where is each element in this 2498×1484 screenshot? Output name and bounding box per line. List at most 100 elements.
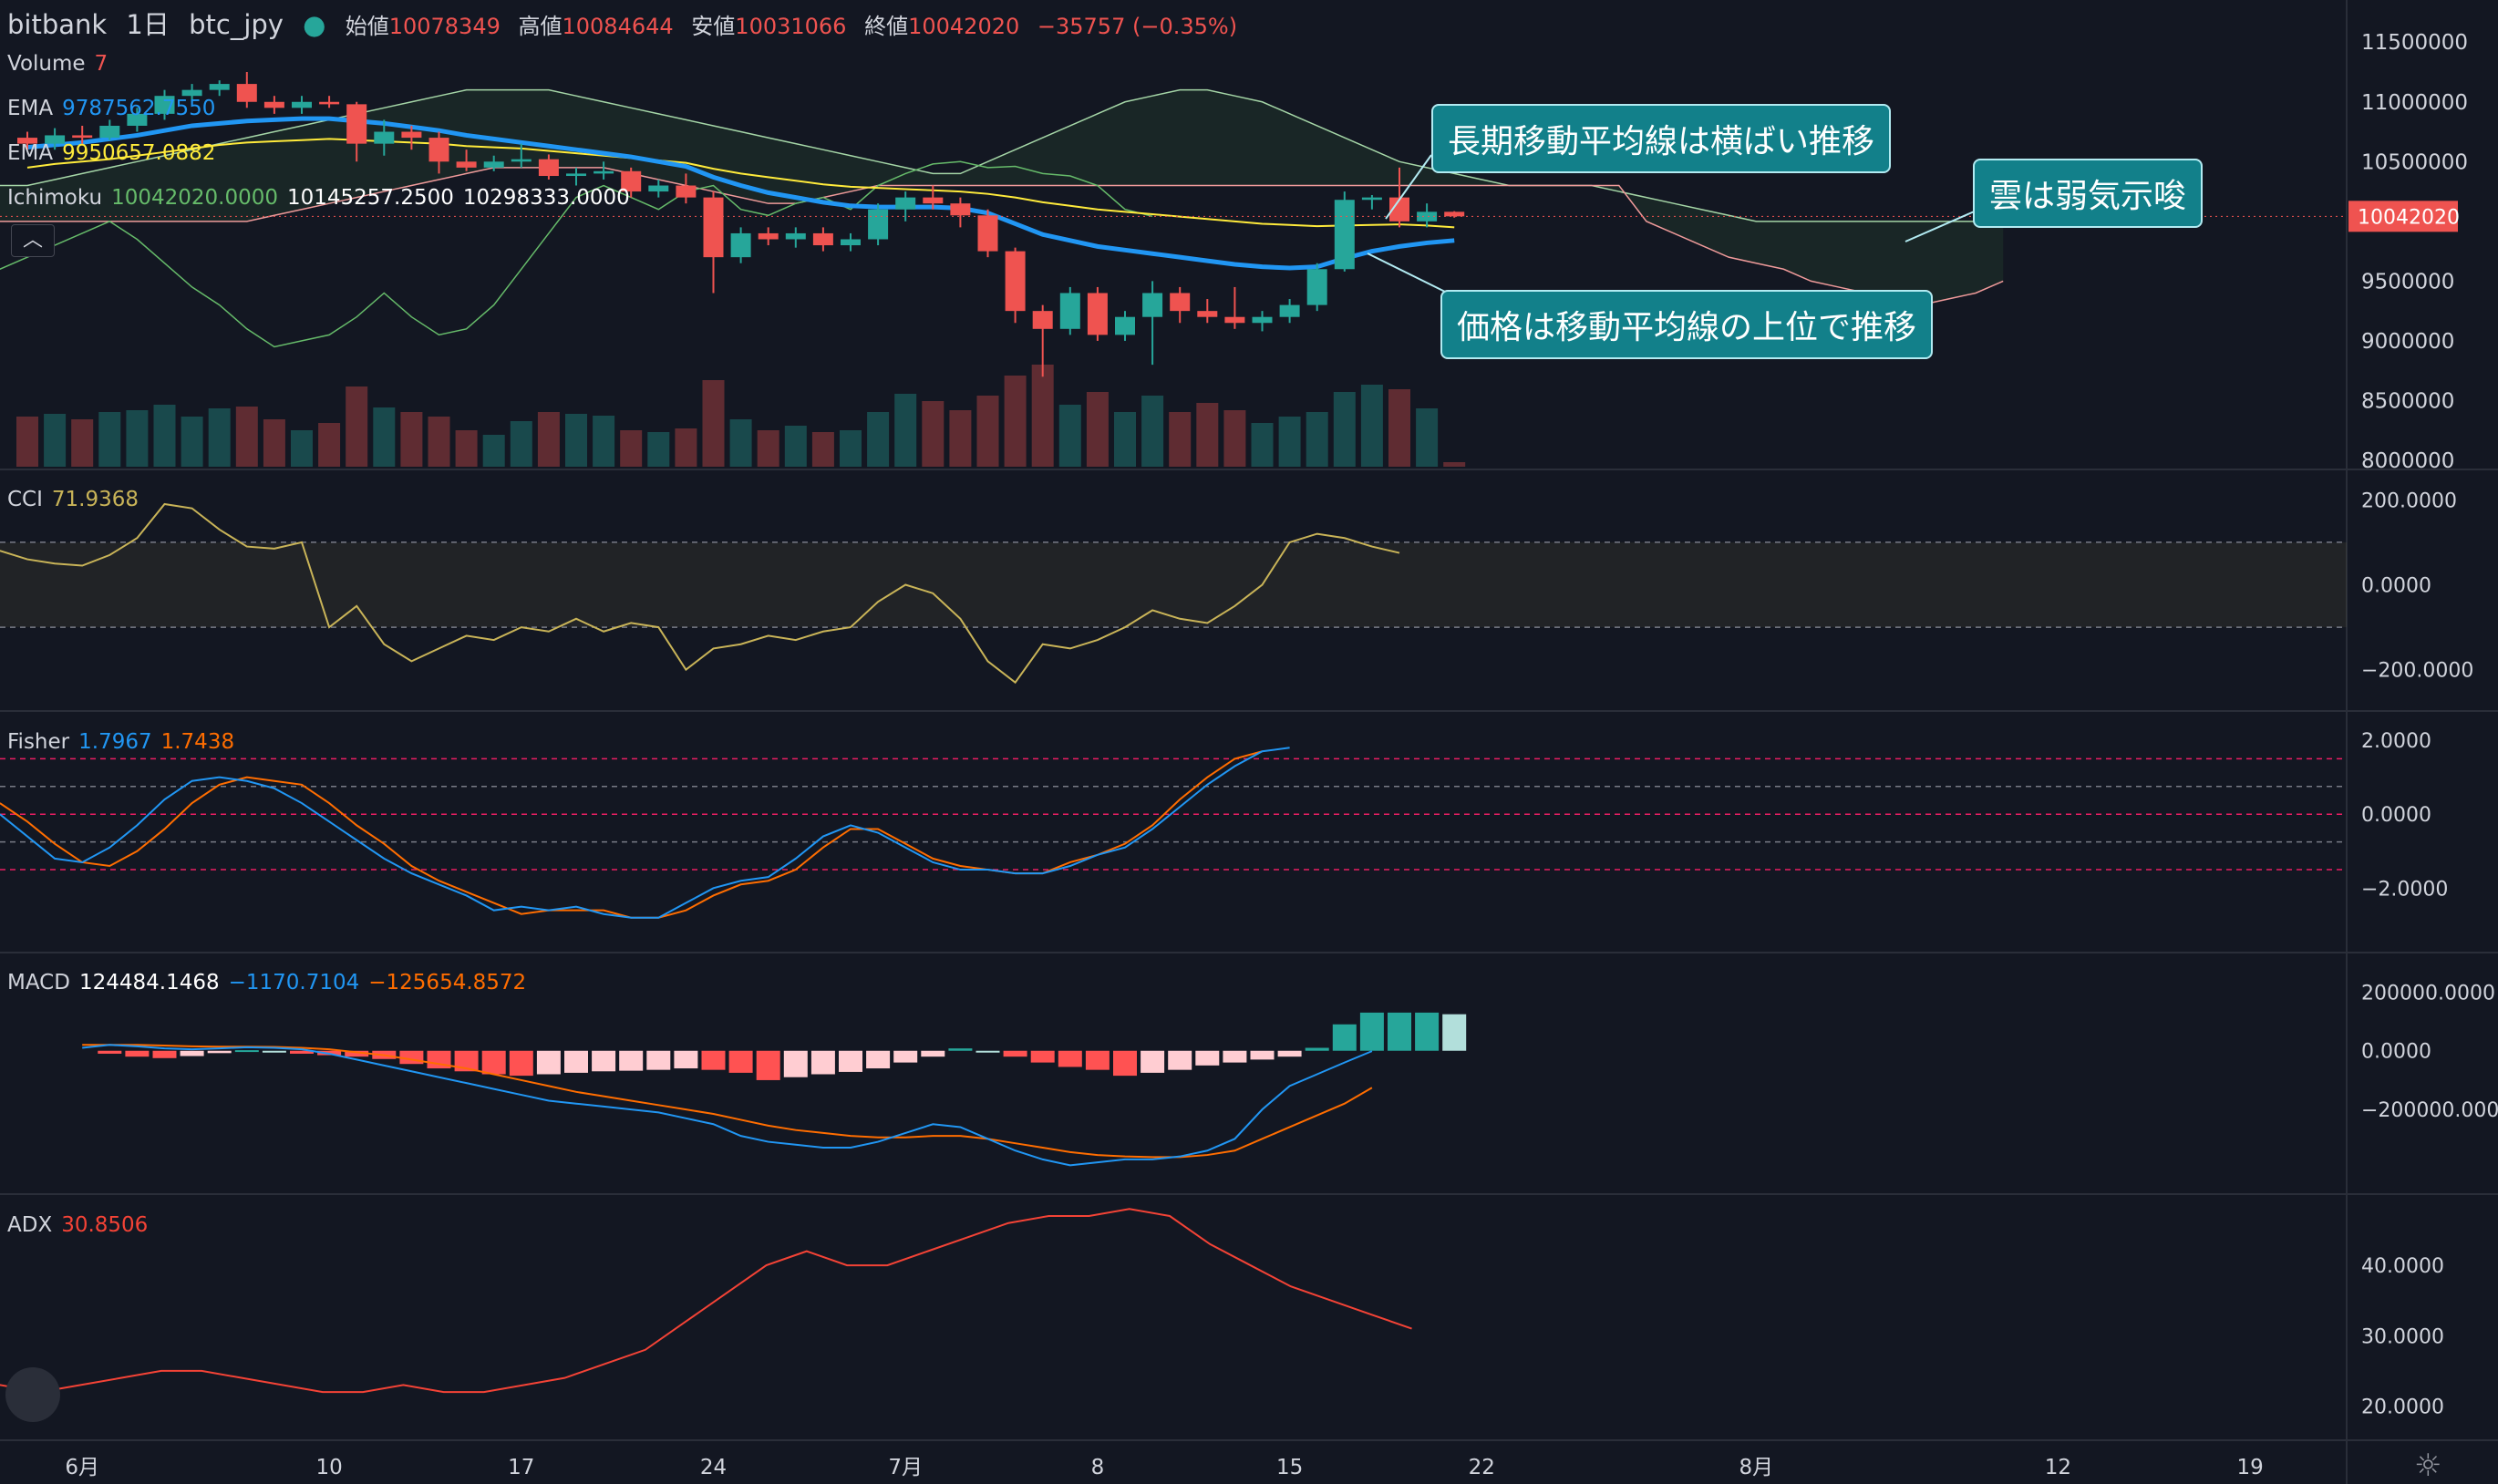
- candle-body: [785, 232, 806, 240]
- macd-histogram-bar: [1442, 1014, 1467, 1051]
- macd-tick-label: 200000.0000: [2361, 982, 2495, 1005]
- ichimoku-lagging-line: [0, 160, 1153, 348]
- volume-bar: [675, 428, 697, 467]
- candle-body: [648, 185, 669, 192]
- macd-tick-label: 0.0000: [2361, 1041, 2431, 1064]
- ohlc-values: 始値10078349 高値10084644 安値10031066 終値10042…: [346, 14, 1248, 39]
- volume-bar: [455, 430, 478, 467]
- fisher-tick-label: −2.0000: [2361, 878, 2448, 901]
- volume-bar: [894, 394, 917, 467]
- macd-histogram-bar: [1195, 1050, 1220, 1066]
- close-label: 終値: [864, 14, 909, 39]
- macd-histogram-bar: [536, 1050, 561, 1075]
- macd-histogram-bar: [427, 1050, 451, 1069]
- candle-body: [292, 101, 312, 108]
- candle-body: [456, 161, 477, 168]
- ema-fast-legend[interactable]: EMA 9787562.7550: [7, 96, 224, 121]
- ema-fast-legend-name: EMA: [7, 97, 54, 120]
- time-axis-label: 10: [315, 1456, 342, 1479]
- candle-body: [1032, 311, 1053, 329]
- price-tick-label: 8000000: [2361, 449, 2454, 473]
- candle-body: [566, 173, 586, 177]
- volume-legend[interactable]: Volume 7: [7, 51, 117, 77]
- interval-label[interactable]: 1日: [126, 9, 170, 40]
- cci-line: [0, 502, 1400, 685]
- ichimoku-legend[interactable]: Ichimoku 10042020.0000 10145257.2500 102983…: [7, 185, 639, 211]
- adx-tick-label: 20.0000: [2361, 1396, 2444, 1419]
- collapse-legend-button[interactable]: ︿: [11, 224, 55, 257]
- volume-bar: [16, 417, 38, 467]
- macd-histogram-bar: [1168, 1050, 1192, 1070]
- brand-logo-icon[interactable]: [5, 1367, 60, 1422]
- settings-gear-icon[interactable]: ☼: [2414, 1448, 2442, 1484]
- fisher-legend[interactable]: Fisher 1.7967 1.7438: [7, 729, 243, 755]
- macd-histogram-bar: [1332, 1024, 1357, 1051]
- time-axis-label: 6月: [65, 1456, 99, 1479]
- adx-legend[interactable]: ADX 30.8506: [7, 1212, 157, 1238]
- fisher-tick-label: 0.0000: [2361, 804, 2431, 827]
- candle-body: [154, 96, 175, 114]
- ichimoku-cloud-fill: [0, 89, 2004, 305]
- ema-slow-line: [26, 138, 1455, 229]
- fisher-trigger-line: [0, 750, 1263, 919]
- volume-bar: [235, 407, 258, 467]
- candle-body: [1142, 293, 1163, 317]
- price-tick-label: 10500000: [2361, 150, 2468, 174]
- candle-body: [730, 232, 751, 258]
- macd-legend[interactable]: MACD 124484.1468 −1170.7104 −125654.8572: [7, 970, 535, 995]
- candle-body: [236, 84, 257, 102]
- macd-histogram-bar: [454, 1050, 479, 1072]
- adx-tick-label: 40.0000: [2361, 1255, 2444, 1278]
- cci-legend[interactable]: CCI 71.9368: [7, 487, 148, 512]
- macd-histogram-bar: [1250, 1050, 1275, 1060]
- candle-body: [703, 197, 724, 258]
- candle-body: [538, 159, 559, 177]
- macd-histogram-bar: [1113, 1050, 1137, 1077]
- volume-bar: [840, 430, 862, 467]
- candle-body: [401, 131, 422, 139]
- volume-bar: [1086, 392, 1109, 467]
- volume-bar: [428, 417, 450, 467]
- volume-bar: [867, 412, 890, 467]
- candle-body: [17, 138, 37, 144]
- volume-bar: [400, 412, 423, 467]
- price-tick-label: 8500000: [2361, 389, 2454, 413]
- ema-slow-legend[interactable]: EMA 9950657.0882: [7, 140, 224, 166]
- open-label: 始値: [345, 14, 389, 39]
- macd-histogram-bar: [619, 1050, 644, 1071]
- volume-bar: [153, 405, 176, 467]
- last-price-label: 10042020: [2358, 206, 2460, 229]
- macd-legend-name: MACD: [7, 971, 70, 994]
- symbol-name[interactable]: btc_jpy: [189, 9, 284, 40]
- callout-cloud-pointer: [1904, 209, 1979, 242]
- volume-bar: [537, 412, 560, 467]
- volume-bar: [949, 410, 972, 467]
- macd-histogram-bar: [921, 1050, 945, 1057]
- volume-bar: [1443, 462, 1466, 467]
- volume-bar: [702, 380, 725, 467]
- ichimoku-span-a-line: [0, 88, 2004, 222]
- open-value: 10078349: [388, 14, 501, 39]
- macd-histogram-bar: [756, 1050, 780, 1080]
- volume-bar: [71, 419, 94, 467]
- candle-body: [1306, 269, 1327, 305]
- macd-histogram-bar: [592, 1050, 616, 1072]
- macd-histogram-bar: [290, 1050, 314, 1054]
- volume-bar: [784, 426, 807, 467]
- candle-body: [868, 209, 889, 240]
- time-axis-label: 8月: [1739, 1456, 1773, 1479]
- candle-body: [72, 135, 93, 139]
- volume-bar: [1416, 408, 1439, 467]
- exchange-name[interactable]: bitbank: [7, 9, 108, 40]
- candle-body: [346, 104, 367, 144]
- macd-histogram-bar: [1003, 1050, 1027, 1057]
- volume-bar: [1114, 412, 1136, 467]
- candle-body: [841, 239, 861, 246]
- candle-body: [1170, 293, 1191, 312]
- cci-legend-value: 71.9368: [51, 488, 139, 511]
- volume-bar: [318, 423, 341, 467]
- callout-long-ma-pointer: [1385, 154, 1432, 220]
- macd-histogram-bar: [948, 1048, 973, 1051]
- macd-histogram-bar: [1305, 1047, 1329, 1051]
